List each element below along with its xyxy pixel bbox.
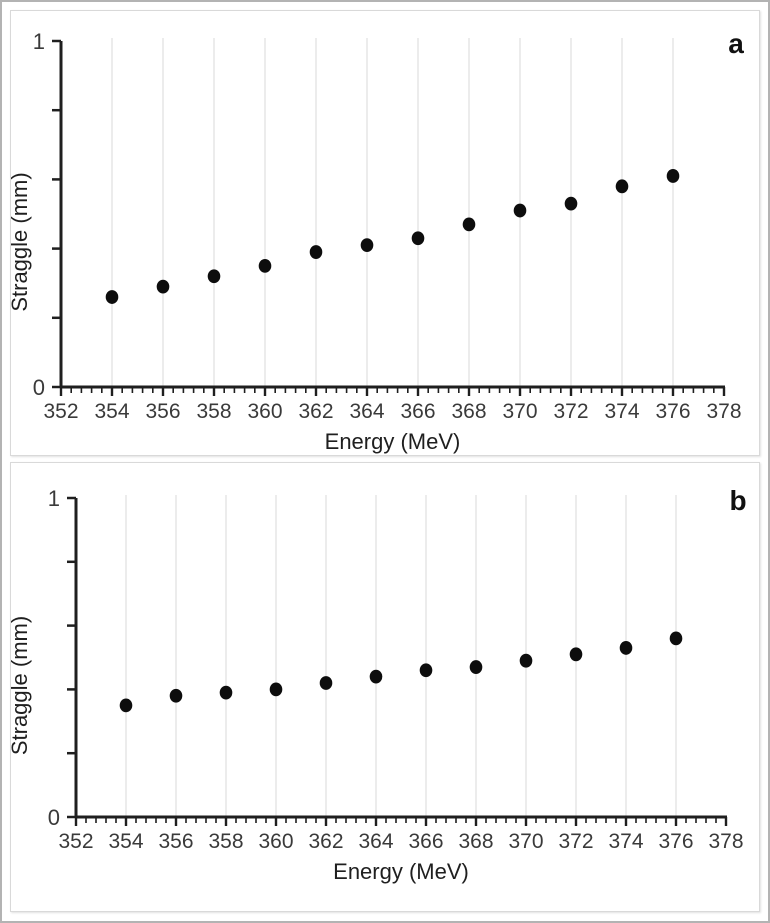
x-axis-title: Energy (MeV) xyxy=(325,429,461,454)
data-point xyxy=(219,685,233,700)
data-point xyxy=(156,279,170,294)
x-tick-label: 378 xyxy=(708,830,743,853)
x-tick-label: 354 xyxy=(94,400,129,423)
x-tick-label: 364 xyxy=(349,400,384,423)
panel-a: 1 0 352 354 356 358 360 362 364 366 368 370 372 374 37… xyxy=(10,10,760,456)
y-tick-label: 1 xyxy=(48,486,60,511)
x-tick-label: 374 xyxy=(604,400,639,423)
data-point xyxy=(369,669,383,684)
x-tick-label: 366 xyxy=(400,400,435,423)
x-tick-label: 364 xyxy=(358,830,393,853)
x-tick-label: 376 xyxy=(655,400,690,423)
x-tick-label: 358 xyxy=(196,400,231,423)
data-point xyxy=(309,245,323,259)
y-tick-label: 0 xyxy=(33,375,45,400)
x-tick-label: 368 xyxy=(451,400,486,423)
x-tick-label: 356 xyxy=(158,830,193,853)
data-point xyxy=(419,663,433,678)
data-point xyxy=(105,290,119,304)
data-point xyxy=(462,217,476,232)
x-tick-label: 360 xyxy=(258,830,293,853)
x-tick-label: 352 xyxy=(43,400,78,423)
data-point xyxy=(411,231,425,246)
x-tick-label: 358 xyxy=(208,830,243,853)
panel-letter: a xyxy=(728,28,744,59)
y-tick-label: 0 xyxy=(48,805,60,830)
y-axis-title: Straggle (mm) xyxy=(11,172,32,311)
data-point xyxy=(207,269,221,284)
x-axis-title: Energy (MeV) xyxy=(333,859,469,884)
x-tick-label: 360 xyxy=(247,400,282,423)
data-point xyxy=(269,682,283,697)
x-tick-label: 354 xyxy=(108,830,143,853)
data-point xyxy=(615,179,629,194)
data-point xyxy=(469,660,483,674)
data-point xyxy=(666,169,680,183)
data-point xyxy=(258,259,272,273)
x-tick-label: 374 xyxy=(608,830,643,853)
x-tick-label: 372 xyxy=(553,400,588,423)
data-point xyxy=(519,653,533,668)
y-tick-label: 1 xyxy=(33,29,45,54)
panel-letter: b xyxy=(729,485,746,516)
y-axis-title: Straggle (mm) xyxy=(11,616,32,755)
data-point xyxy=(669,631,683,646)
x-tick-label: 366 xyxy=(408,830,443,853)
x-tick-label: 370 xyxy=(502,400,537,423)
data-point xyxy=(513,203,527,218)
data-point xyxy=(119,698,133,713)
x-tick-label: 372 xyxy=(558,830,593,853)
x-tick-label: 356 xyxy=(145,400,180,423)
data-point xyxy=(169,688,183,703)
data-point xyxy=(564,196,578,211)
x-tick-label: 362 xyxy=(308,830,343,853)
data-point xyxy=(319,676,333,690)
data-point xyxy=(619,641,633,655)
x-tick-label: 376 xyxy=(658,830,693,853)
data-point xyxy=(360,238,374,253)
x-tick-label: 370 xyxy=(508,830,543,853)
data-point xyxy=(569,647,583,662)
x-tick-label: 362 xyxy=(298,400,333,423)
panel-b: 1 0 352 354 356 358 360 362 364 366 368 370 372 374 37… xyxy=(10,462,760,912)
x-tick-label: 352 xyxy=(58,830,93,853)
x-tick-label: 378 xyxy=(706,400,741,423)
x-tick-label: 368 xyxy=(458,830,493,853)
